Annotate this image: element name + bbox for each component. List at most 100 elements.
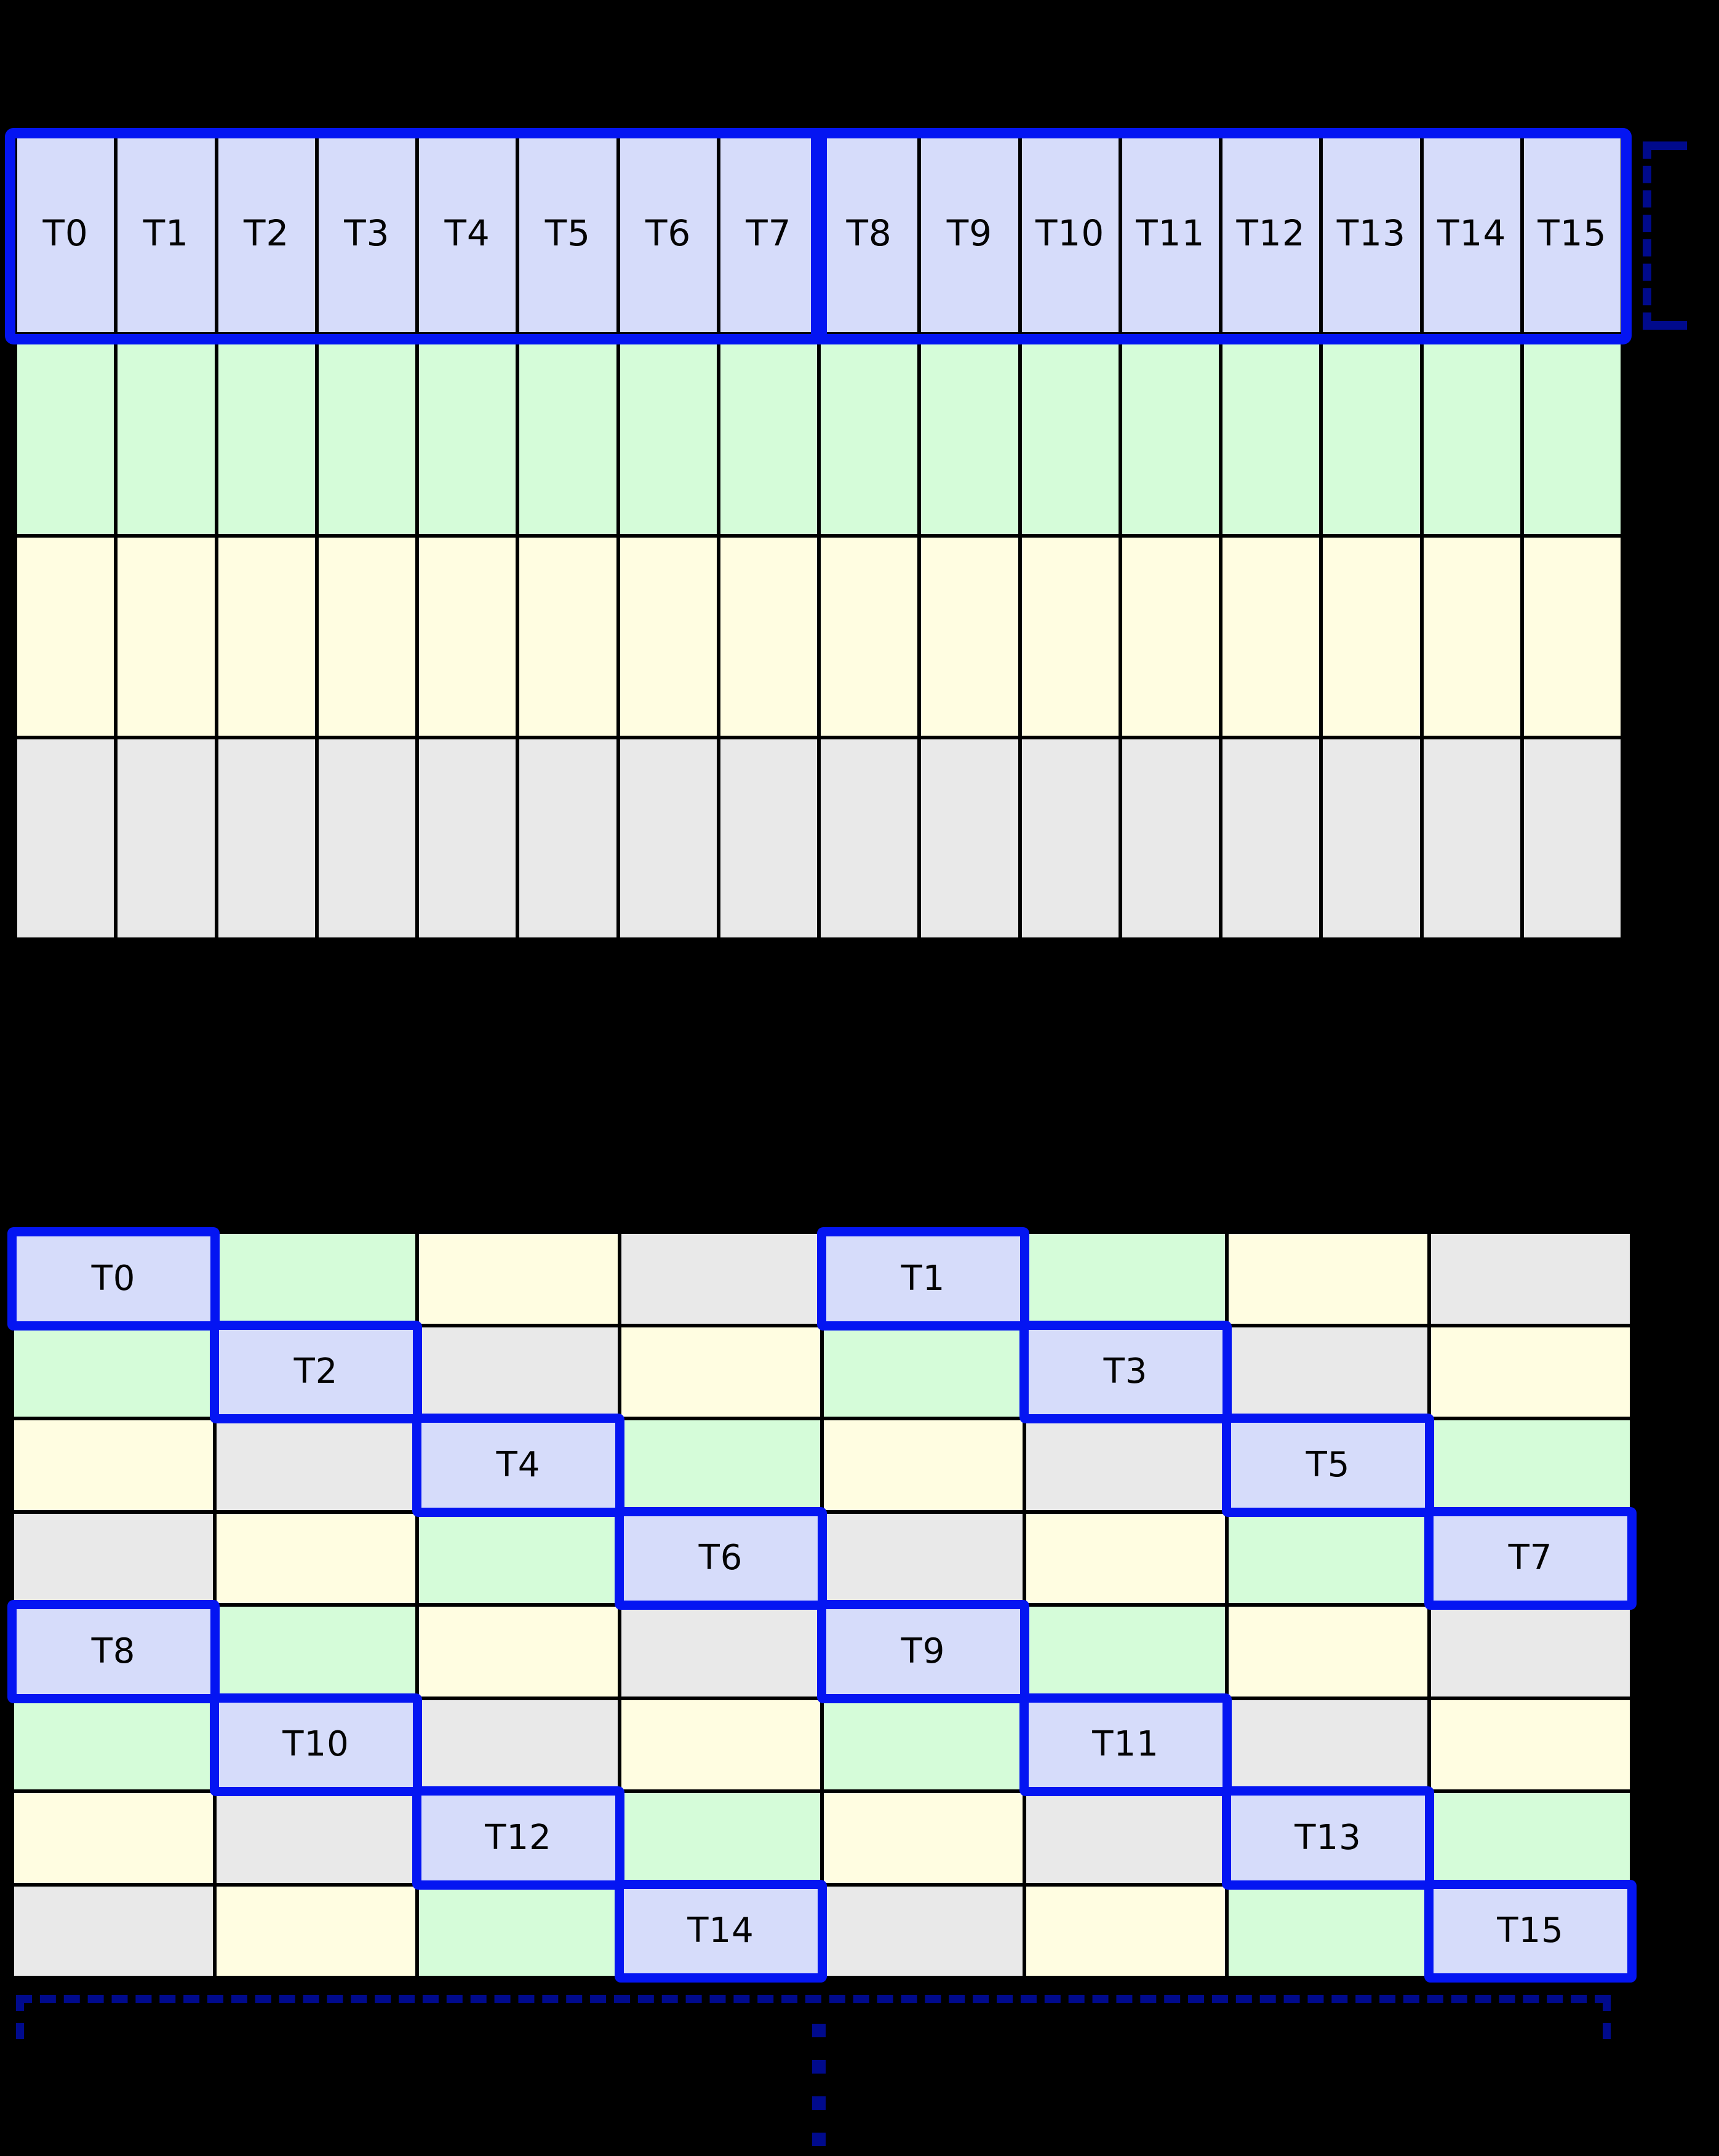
- memory-cell: [1026, 1420, 1225, 1510]
- thread-label: T0: [42, 212, 89, 254]
- memory-cell: [1122, 538, 1219, 736]
- memory-cell: [14, 1420, 213, 1510]
- thread-label: T14: [687, 1911, 754, 1951]
- bottom-span-bracket-icon: [16, 1995, 1611, 2039]
- memory-cell: [419, 1607, 618, 1697]
- memory-cell: [17, 538, 114, 736]
- memory-cell: [118, 538, 215, 736]
- memory-cell: [720, 538, 817, 736]
- thread-cell: T7: [1424, 1506, 1637, 1610]
- memory-cell: [17, 739, 114, 937]
- memory-cell: [824, 1793, 1023, 1883]
- thread-cell: T0: [17, 134, 114, 332]
- thread-cell: T14: [615, 1879, 827, 1983]
- memory-cell: [621, 1607, 820, 1697]
- memory-cell: [1431, 1420, 1630, 1510]
- thread-cell: T10: [1021, 134, 1119, 332]
- memory-cell: [1026, 1607, 1225, 1697]
- thread-label: T0: [91, 1258, 136, 1299]
- ellipsis-dot-icon: [812, 2096, 826, 2110]
- memory-cell: [1222, 739, 1320, 937]
- memory-cell: [118, 336, 215, 534]
- memory-cell: [1026, 1234, 1225, 1324]
- thread-label: T12: [1236, 212, 1306, 254]
- memory-cell: [1122, 739, 1219, 937]
- thread-label: T1: [901, 1258, 946, 1299]
- thread-cell: T9: [817, 1600, 1029, 1703]
- thread-cell: T1: [118, 134, 215, 332]
- memory-cell: [1229, 1700, 1427, 1789]
- memory-cell: [720, 336, 817, 534]
- thread-label: T6: [645, 212, 692, 254]
- memory-cell: [217, 1793, 415, 1883]
- thread-label: T13: [1336, 212, 1406, 254]
- thread-cell: T4: [419, 134, 516, 332]
- memory-cell: [419, 336, 516, 534]
- memory-cell: [1431, 1234, 1630, 1324]
- memory-cell: [1423, 538, 1520, 736]
- thread-label: T9: [946, 212, 993, 254]
- thread-label: T2: [243, 212, 290, 254]
- memory-cell: [1431, 1700, 1630, 1789]
- memory-cell: [217, 1234, 415, 1324]
- memory-cell: [519, 336, 616, 534]
- thread-cell: T13: [1323, 134, 1420, 332]
- memory-cell: [1026, 1886, 1225, 1976]
- memory-cell: [1222, 538, 1320, 736]
- thread-cell: T6: [615, 1506, 827, 1610]
- thread-label: T9: [901, 1631, 946, 1671]
- thread-label: T15: [1497, 1911, 1564, 1951]
- memory-cell: [17, 336, 114, 534]
- memory-cell: [1229, 1327, 1427, 1417]
- memory-cell: [921, 538, 1018, 736]
- memory-cell: [921, 336, 1018, 534]
- thread-label: T14: [1437, 212, 1507, 254]
- memory-cell: [519, 538, 616, 736]
- memory-cell: [824, 1327, 1023, 1417]
- memory-cell: [1026, 1793, 1225, 1883]
- thread-cell: T3: [318, 134, 415, 332]
- thread-label: T7: [746, 212, 792, 254]
- thread-cell: T2: [210, 1320, 422, 1423]
- memory-cell: [1431, 1793, 1630, 1883]
- memory-cell: [1523, 538, 1621, 736]
- thread-cell: T3: [1019, 1320, 1232, 1423]
- thread-label: T3: [1103, 1351, 1148, 1392]
- memory-cell: [419, 1886, 618, 1976]
- memory-cell: [419, 1700, 618, 1789]
- thread-cell: T0: [7, 1227, 220, 1331]
- memory-cell: [1122, 336, 1219, 534]
- memory-cell: [621, 1700, 820, 1789]
- memory-cell: [620, 739, 717, 937]
- memory-cell: [318, 336, 415, 534]
- thread-cell: T8: [821, 134, 918, 332]
- memory-cell: [217, 1513, 415, 1603]
- thread-cell: T12: [412, 1786, 624, 1890]
- memory-cell: [1523, 336, 1621, 534]
- memory-cell: [1423, 739, 1520, 937]
- thread-cell: T11: [1019, 1693, 1232, 1796]
- memory-cell: [1229, 1607, 1427, 1697]
- thread-cell: T4: [412, 1414, 624, 1517]
- memory-cell: [1423, 336, 1520, 534]
- memory-cell: [1021, 739, 1119, 937]
- thread-label: T11: [1136, 212, 1205, 254]
- memory-cell: [1021, 336, 1119, 534]
- memory-cell: [1229, 1886, 1427, 1976]
- thread-cell: T15: [1523, 134, 1621, 332]
- memory-cell: [218, 336, 315, 534]
- memory-cell: [14, 1513, 213, 1603]
- thread-label: T1: [143, 212, 189, 254]
- thread-label: T8: [846, 212, 892, 254]
- memory-cell: [824, 1513, 1023, 1603]
- thread-cell: T13: [1222, 1786, 1434, 1890]
- thread-label: T12: [485, 1817, 552, 1858]
- memory-cell: [419, 538, 516, 736]
- memory-cell: [821, 538, 918, 736]
- thread-label: T10: [1035, 212, 1105, 254]
- memory-cell: [824, 1886, 1023, 1976]
- thread-label: T6: [698, 1538, 743, 1578]
- memory-cell: [14, 1886, 213, 1976]
- thread-label: T11: [1092, 1724, 1159, 1765]
- thread-label: T7: [1508, 1538, 1553, 1578]
